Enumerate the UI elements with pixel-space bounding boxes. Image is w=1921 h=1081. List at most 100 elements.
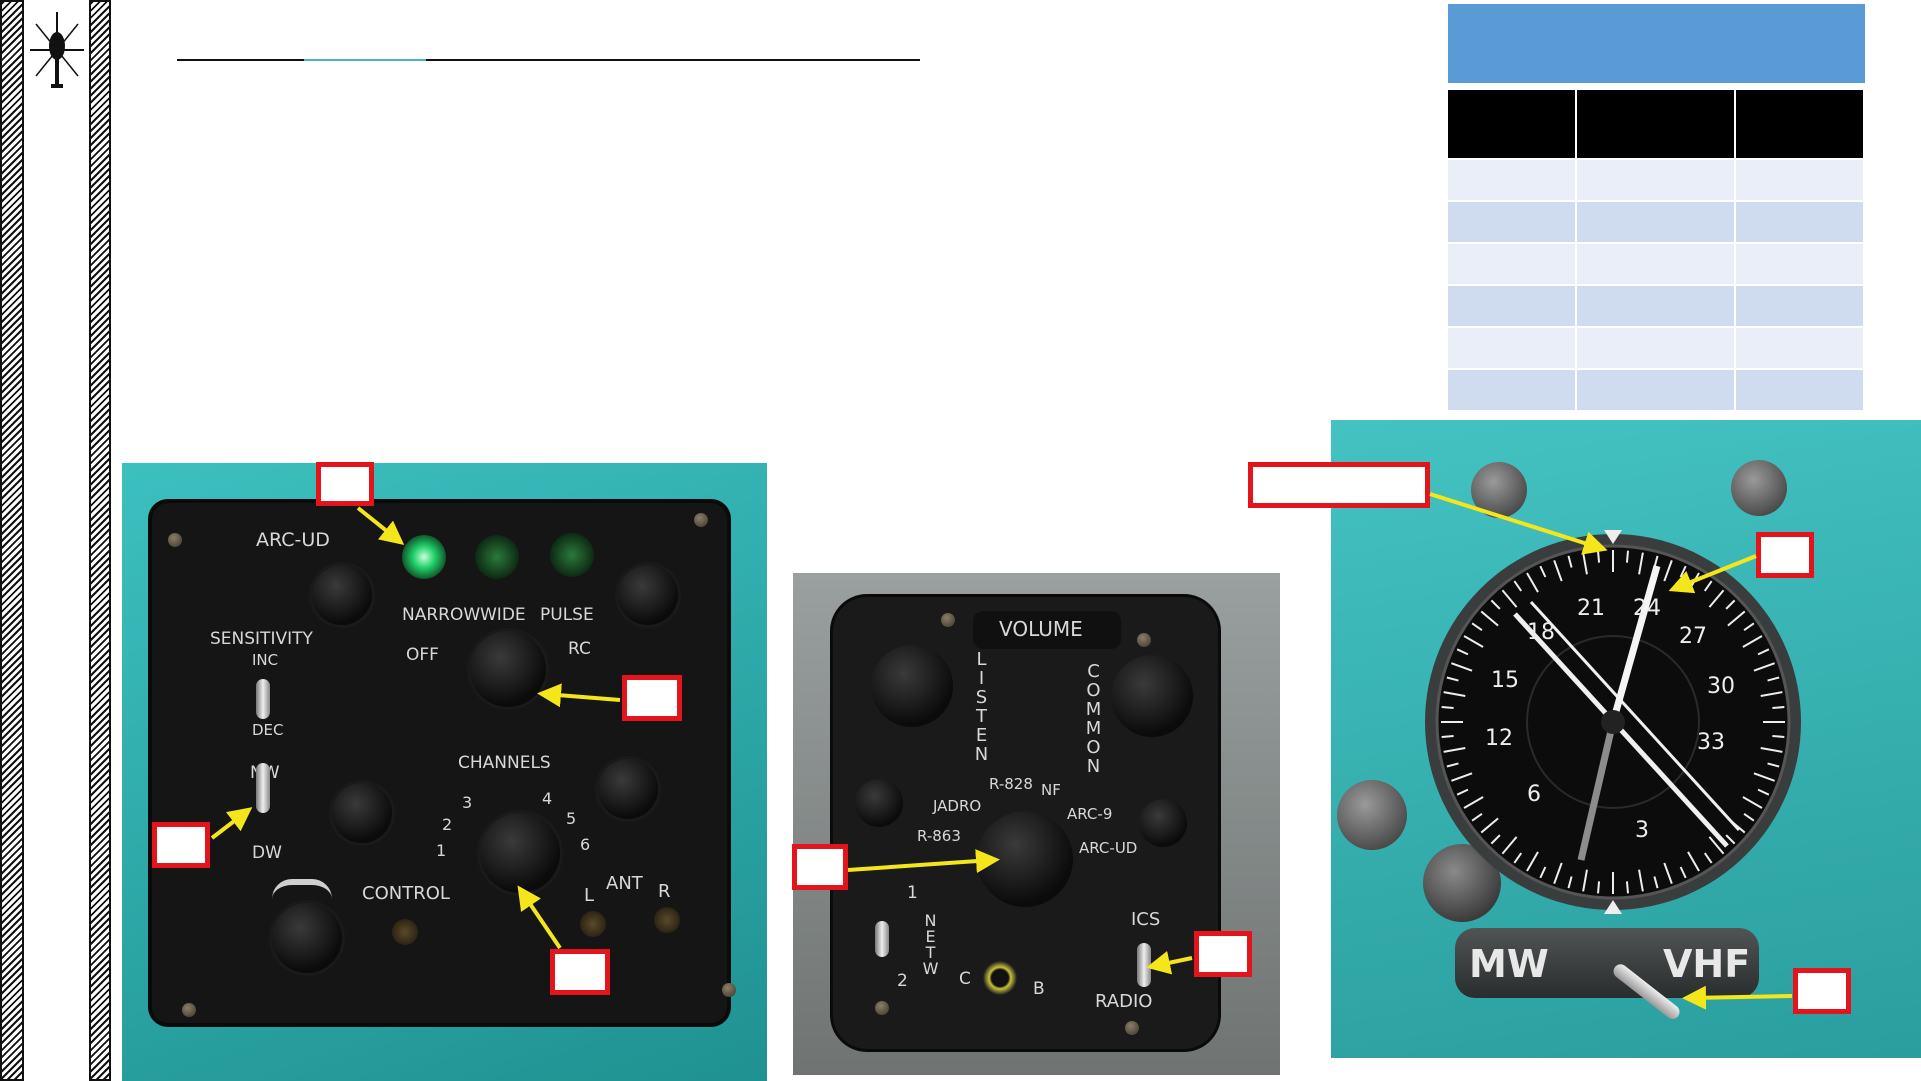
mw-label: MW xyxy=(1469,942,1549,986)
pulse-lamp xyxy=(550,533,594,577)
table-body xyxy=(1448,90,1865,410)
scale-33: 33 xyxy=(1697,730,1725,755)
dec-label: DEC xyxy=(252,721,284,739)
mode-selector-knob[interactable] xyxy=(470,631,546,707)
table-cell xyxy=(1448,160,1575,200)
dial-tick xyxy=(1638,552,1644,575)
scale-21: 21 xyxy=(1577,596,1605,621)
volume-label: VOLUME xyxy=(999,617,1083,641)
dial-tick xyxy=(1513,580,1523,592)
table-cell xyxy=(1448,370,1575,410)
adf-dial xyxy=(1425,530,1801,914)
headset-jack[interactable] xyxy=(983,961,1017,995)
left-hatch-bar xyxy=(0,0,24,1081)
dial-tick xyxy=(1760,747,1783,753)
dial-tick xyxy=(1471,622,1483,632)
dial-tick xyxy=(1742,796,1763,809)
dial-tick xyxy=(1456,788,1469,796)
radio-label: RADIO xyxy=(1095,991,1153,1012)
dial-tick xyxy=(1772,706,1785,710)
channel-5: 5 xyxy=(566,809,577,828)
listen-label: LISTEN xyxy=(971,649,992,763)
dial-tick xyxy=(1513,852,1523,864)
nf-label: NF xyxy=(1041,781,1061,799)
dial-tick xyxy=(1725,599,1736,610)
dw-label: DW xyxy=(252,843,282,863)
sensitivity-toggle[interactable] xyxy=(256,679,270,719)
arc-ud-panel-photo: ARC-UD SENSITIVITY INC DEC NW DW NARROW … xyxy=(122,463,767,1081)
dial-tick xyxy=(1772,734,1785,738)
dial-tick xyxy=(1653,876,1659,889)
control-button[interactable] xyxy=(392,919,418,945)
ant-l-label: L xyxy=(584,885,595,906)
receiver-selector-knob[interactable] xyxy=(977,811,1073,907)
r863-label: R-863 xyxy=(917,827,961,845)
table-cell xyxy=(1577,328,1734,368)
channel-selector-knob[interactable] xyxy=(480,813,560,893)
scale-12: 12 xyxy=(1485,726,1513,751)
callout-receiver-selector xyxy=(792,844,848,890)
dial-tick xyxy=(1757,788,1770,796)
channel-4: 4 xyxy=(542,789,553,808)
table-cell xyxy=(1736,328,1863,368)
dial-tick xyxy=(1679,866,1687,879)
netw-2-label: 2 xyxy=(897,971,908,991)
ant-r-button[interactable] xyxy=(654,907,680,933)
scale-18: 18 xyxy=(1527,620,1555,645)
table-header-cell xyxy=(1577,90,1734,158)
callout-lamp xyxy=(316,462,374,506)
scale-6: 6 xyxy=(1527,782,1541,807)
dial-tick xyxy=(1490,599,1501,610)
callout-course-index xyxy=(1248,462,1430,508)
table-cell xyxy=(1736,244,1863,284)
right-hatch-bar xyxy=(89,0,111,1081)
table-cell xyxy=(1736,160,1863,200)
table-cell xyxy=(1736,286,1863,326)
dial-tick xyxy=(1443,747,1466,753)
control-lever[interactable] xyxy=(272,879,332,899)
callout-channel-knob xyxy=(550,949,610,995)
scale-27: 27 xyxy=(1679,624,1707,649)
scale-24: 24 xyxy=(1633,596,1661,621)
scale-30: 30 xyxy=(1707,674,1735,699)
ics-radio-toggle[interactable] xyxy=(1137,943,1151,987)
wide-lamp xyxy=(475,535,519,579)
dial-tick xyxy=(1567,876,1573,889)
table-cell xyxy=(1736,370,1863,410)
common-volume-knob[interactable] xyxy=(1111,655,1193,737)
dial-tick xyxy=(1526,851,1539,872)
dial-tick xyxy=(1463,796,1484,809)
dial-tick xyxy=(1597,550,1601,563)
channels-label: CHANNELS xyxy=(458,753,551,773)
dial-tick xyxy=(1582,869,1588,892)
listen-volume-knob[interactable] xyxy=(871,645,953,727)
course-knob[interactable] xyxy=(1337,780,1407,850)
dial-tick xyxy=(1663,862,1673,884)
dial-tick xyxy=(1767,676,1780,682)
callout-needle xyxy=(1756,532,1814,578)
dial-tick xyxy=(1501,589,1518,608)
dial-tick xyxy=(1760,691,1783,697)
dial-tick xyxy=(1451,662,1473,672)
dial-tick xyxy=(1480,610,1499,627)
vhf-label: VHF xyxy=(1663,942,1751,986)
nw-dw-toggle[interactable] xyxy=(256,763,270,813)
narrow-lamp xyxy=(402,535,446,579)
jadro-label: JADRO xyxy=(933,797,982,815)
arcud-label: ARC-UD xyxy=(1079,839,1138,857)
ant-l-button[interactable] xyxy=(580,911,606,937)
dial-tick xyxy=(1446,676,1459,682)
table-cell xyxy=(1448,202,1575,242)
dial-tick xyxy=(1625,881,1629,894)
table-cell xyxy=(1448,244,1575,284)
table-cell xyxy=(1577,370,1734,410)
arc-ud-title: ARC-UD xyxy=(256,529,330,551)
channel-6: 6 xyxy=(580,835,591,854)
mw-vhf-plate xyxy=(1455,928,1759,998)
dial-tick xyxy=(1743,812,1755,822)
dial-tick xyxy=(1441,734,1454,738)
table-title-bar xyxy=(1448,4,1865,83)
title-rule xyxy=(177,59,920,61)
b-label: B xyxy=(1033,979,1045,999)
netw-toggle[interactable] xyxy=(875,921,889,957)
